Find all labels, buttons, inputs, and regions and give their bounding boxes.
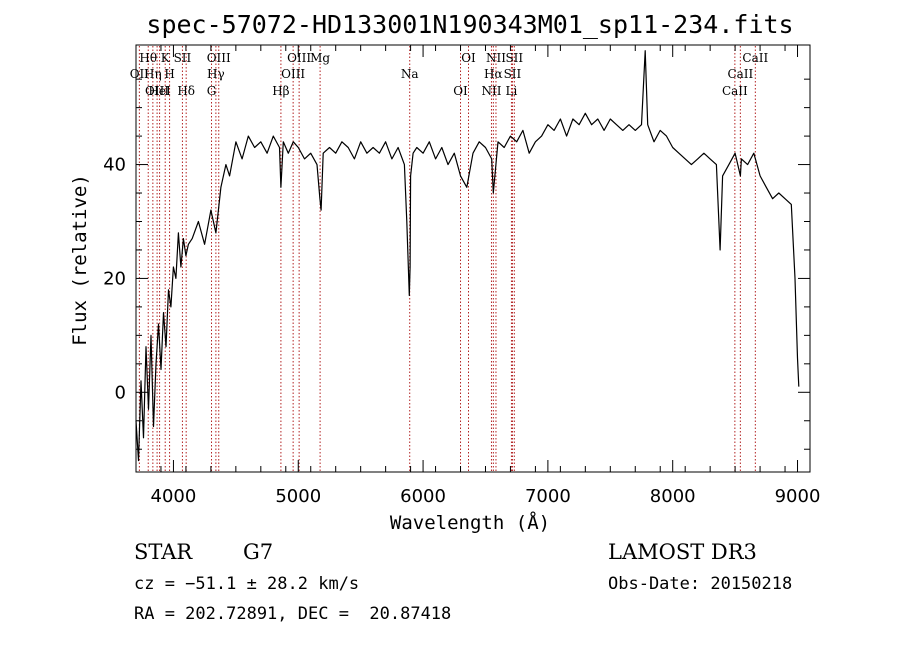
line-label-9: OIII	[207, 51, 231, 65]
line-label-24: SII	[505, 51, 523, 65]
x-tick-label-3: 7000	[525, 486, 571, 507]
redshift-text: cz = −51.1 ± 28.2 km/s	[134, 574, 360, 594]
line-label-16: Na	[401, 67, 419, 81]
line-label-27: CaII	[742, 51, 768, 65]
line-label-14: Hβ	[272, 84, 289, 98]
line-label-21: NII	[486, 51, 506, 65]
line-label-6: SII	[174, 51, 192, 65]
x-tick-label-2: 6000	[400, 486, 446, 507]
x-tick-label-1: 5000	[275, 486, 321, 507]
line-label-0: Hθ	[139, 51, 157, 65]
line-label-18: OI	[461, 51, 476, 65]
object-subclass: G7	[243, 540, 274, 564]
spectrum-series	[135, 50, 800, 462]
line-label-23: Li	[506, 84, 518, 98]
object-class: STAR	[134, 540, 193, 564]
line-label-2: OIII	[145, 84, 169, 98]
line-label-22: SII	[504, 67, 522, 81]
spectrum-line-0	[135, 50, 800, 462]
line-label-4: H	[164, 67, 174, 81]
line-label-15: Mg	[310, 51, 330, 65]
axes: 4000 5000 6000 7000 8000 9000 0 20 40	[103, 45, 820, 507]
line-label-1: OII	[130, 67, 150, 81]
plot-frame	[135, 44, 811, 473]
line-label-17: OI	[453, 84, 468, 98]
line-label-19: Hα	[484, 67, 503, 81]
x-tick-label-0: 4000	[151, 486, 197, 507]
line-label-12: OIII	[287, 51, 311, 65]
line-label-25: CaII	[727, 67, 753, 81]
line-label-11: G	[207, 84, 217, 98]
survey-name: LAMOST DR3	[608, 540, 757, 564]
y-axis-label: Flux (relative)	[69, 174, 91, 346]
spectral-line-labels: Hθ OII OIII KH HeI SII Hη Hδ OIII Hγ G OIII OIII Hβ Mg…	[130, 51, 769, 98]
line-label-3: K	[161, 51, 171, 65]
line-label-13: OIII	[281, 67, 305, 81]
y-tick-label-1: 20	[103, 268, 126, 289]
x-axis-label: Wavelength (Å)	[390, 511, 550, 534]
y-tick-label-2: 40	[103, 155, 126, 176]
line-label-7: Hη	[144, 67, 162, 81]
line-label-8: Hδ	[177, 84, 195, 98]
y-tick-label-0: 0	[115, 382, 126, 403]
chart-title: spec-57072-HD133001N190343M01_sp11-234.f…	[146, 10, 793, 39]
observation-date: Obs-Date: 20150218	[608, 574, 793, 594]
line-label-10: Hγ	[207, 67, 225, 81]
line-label-5: HeI	[148, 84, 171, 98]
x-tick-label-5: 9000	[775, 486, 821, 507]
ra-dec-text: RA = 202.72891, DEC = 20.87418	[134, 604, 452, 624]
line-label-26: CaII	[722, 84, 748, 98]
line-label-20: NII	[481, 84, 501, 98]
spectral-line-markers	[138, 46, 756, 471]
x-tick-label-4: 8000	[650, 486, 696, 507]
